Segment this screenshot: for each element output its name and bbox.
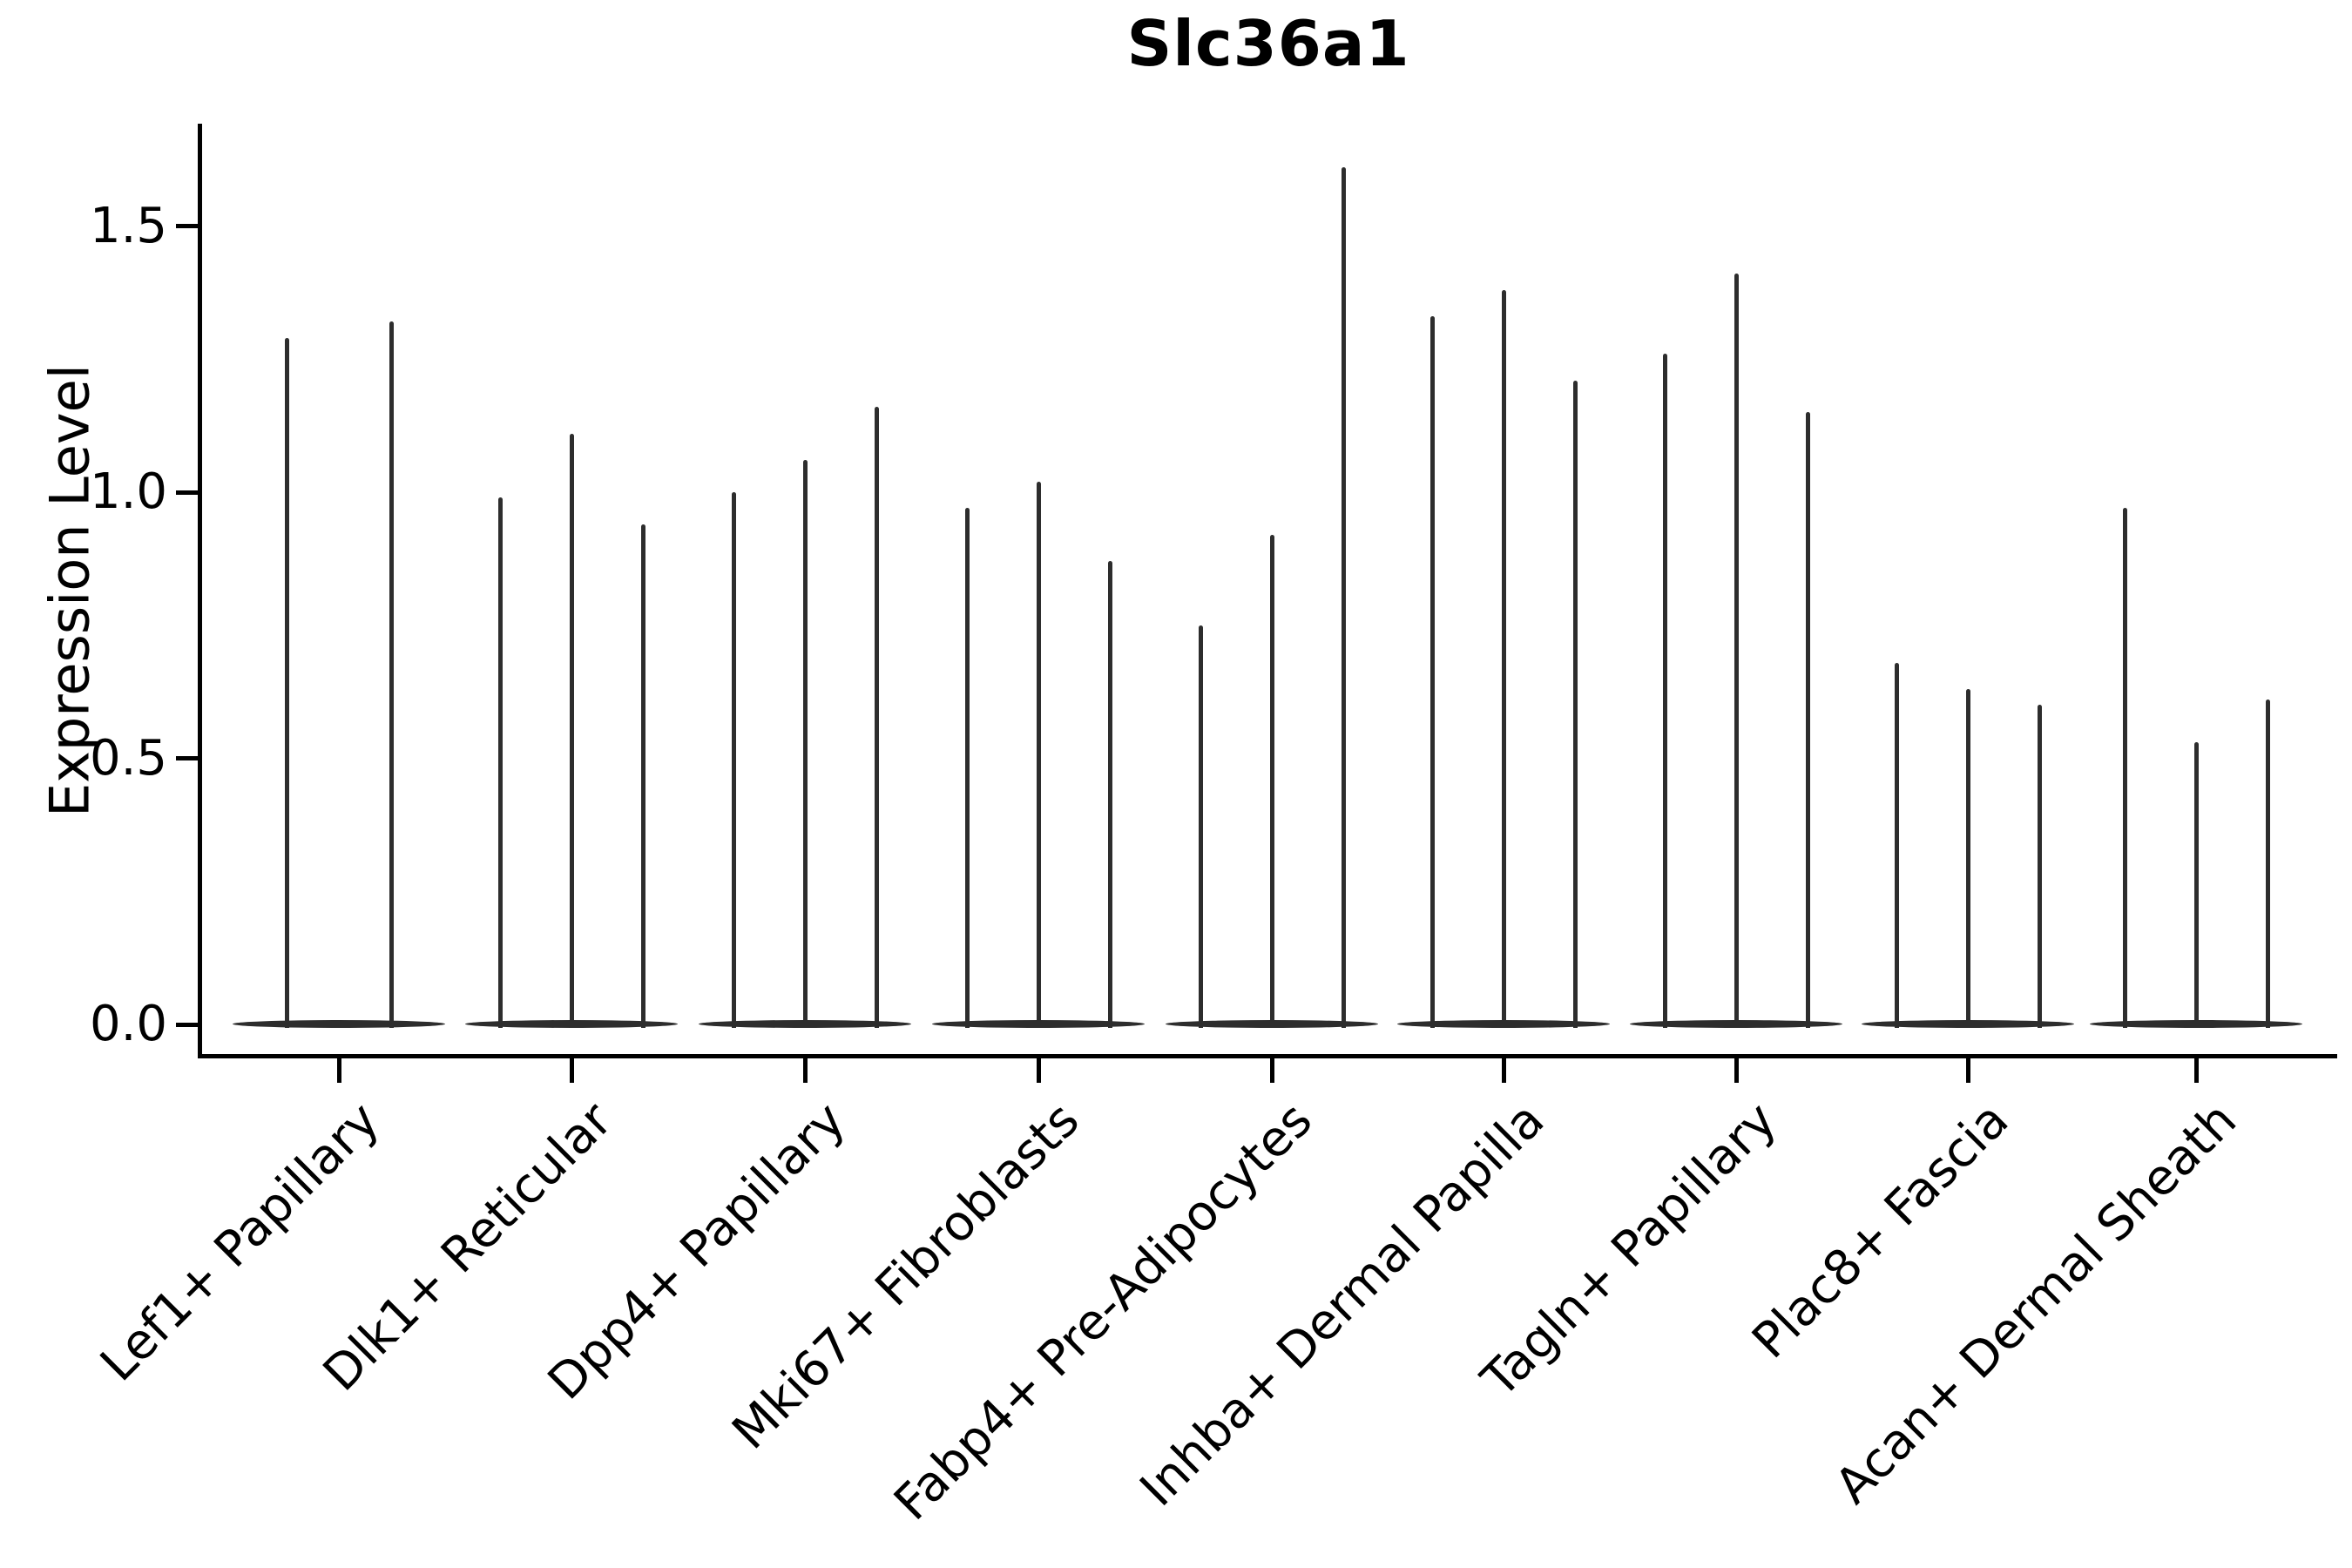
x-tick-mark [1036,1058,1041,1083]
x-tick-mark [336,1058,341,1083]
violin-spike [2037,705,2042,1028]
violin-spike [1198,625,1203,1028]
y-tick-mark [176,490,198,495]
violin-spike [1805,412,1810,1028]
x-tick-mark [802,1058,808,1083]
y-tick-label: 1.5 [89,197,167,254]
y-tick-label: 0.5 [89,729,167,787]
x-tick-label: Inhba+ Dermal Papilla [1129,1092,1556,1517]
x-axis-spine [198,1054,2337,1058]
violin-spike [802,460,808,1028]
violin-spike [1036,481,1041,1028]
y-tick-mark [176,1022,198,1027]
violin-spike [1662,354,1667,1028]
x-tick-mark [1269,1058,1274,1083]
violin-spike [389,321,394,1028]
violin-spike [497,497,503,1028]
violin-spike [964,508,970,1028]
x-tick-mark [569,1058,574,1083]
x-tick-label: Acan+ Dermal Sheath [1824,1092,2248,1515]
violin-spike [569,433,574,1028]
violin-spike [874,407,879,1028]
violin-spike [1269,534,1274,1028]
violin-spike [2193,742,2199,1028]
x-tick-mark [1965,1058,1970,1083]
y-tick-label: 1.0 [89,463,167,520]
violin-spike [1572,380,1578,1028]
violin-spike [731,492,736,1028]
violin-spike [1429,316,1435,1028]
y-axis-spine [198,124,202,1058]
x-tick-mark [1501,1058,1506,1083]
x-tick-mark [1734,1058,1739,1083]
x-tick-mark [2193,1058,2199,1083]
violin-spike [284,337,289,1028]
violin-spike [640,524,645,1028]
violin-spike [2265,700,2270,1028]
y-tick-mark [176,756,198,760]
violin-spike [1734,274,1739,1028]
violin-base [233,1020,445,1028]
y-tick-mark [176,224,198,228]
violin-spike [1341,167,1346,1028]
violin-spike [1894,662,1899,1028]
x-tick-label: Fabp4+ Pre-Adipocytes [883,1092,1324,1531]
violin-spike [1107,561,1112,1028]
violin-spike [1965,689,1970,1028]
violin-spike [2122,508,2127,1028]
violin-spike [1501,289,1506,1028]
y-tick-label: 0.0 [89,996,167,1052]
plot-title: Slc36a1 [1126,7,1410,80]
